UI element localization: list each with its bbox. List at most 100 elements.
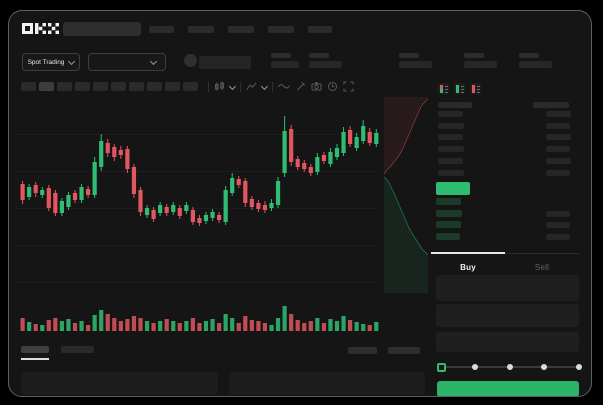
book-asks-icon[interactable]: [470, 83, 481, 94]
timeframe-button[interactable]: [147, 82, 162, 91]
order-input-field[interactable]: [436, 275, 579, 301]
bottom-info-panel: [21, 372, 218, 395]
order-input-field[interactable]: [436, 304, 579, 327]
bottom-action-bar[interactable]: [388, 347, 420, 354]
chevron-down-icon[interactable]: [228, 82, 237, 91]
chart-tools: [208, 81, 354, 92]
ask-row-amount[interactable]: [546, 157, 571, 164]
fullscreen-icon[interactable]: [343, 81, 354, 92]
book-bids-icon[interactable]: [454, 83, 465, 94]
active-tab-indicator: [431, 252, 505, 254]
ticker-stat-value: [309, 61, 342, 68]
nav-item[interactable]: [268, 26, 294, 33]
indicators-icon[interactable]: [246, 81, 257, 92]
slider-handle[interactable]: [436, 362, 446, 372]
timeframe-button[interactable]: [165, 82, 180, 91]
ticker-stat: [309, 53, 342, 68]
okx-logo-x: [48, 23, 59, 34]
timeframe-button[interactable]: [183, 82, 198, 91]
pair-selector[interactable]: [88, 53, 166, 71]
slider-stop[interactable]: [472, 364, 479, 370]
ask-row-price[interactable]: [438, 134, 463, 141]
ask-row-price[interactable]: [438, 111, 463, 117]
tab-buy-label: Buy: [460, 263, 476, 272]
bid-row-price[interactable]: [436, 233, 460, 241]
bid-row-price[interactable]: [436, 221, 461, 229]
history-icon[interactable]: [327, 81, 338, 92]
bid-row-amount[interactable]: [546, 222, 570, 229]
bottom-tab[interactable]: [61, 346, 94, 353]
ask-row-amount[interactable]: [546, 111, 571, 117]
timeframe-button[interactable]: [57, 82, 72, 91]
ticker-stat-label: [519, 53, 539, 58]
ask-row-amount[interactable]: [546, 146, 570, 153]
chevron-down-icon[interactable]: [260, 82, 269, 91]
ask-row-price[interactable]: [438, 122, 464, 129]
slider-stop[interactable]: [541, 364, 548, 370]
timeframe-button[interactable]: [129, 82, 144, 91]
ask-row-amount[interactable]: [546, 122, 570, 129]
ask-row-amount[interactable]: [546, 169, 570, 176]
nav-item[interactable]: [308, 26, 332, 33]
timeframe-button[interactable]: [111, 82, 126, 91]
bottom-tab[interactable]: [21, 346, 49, 353]
slider-stop[interactable]: [506, 364, 513, 370]
orderbook-col-header-amount: [533, 102, 569, 108]
slider-stop[interactable]: [575, 364, 582, 370]
bid-row-amount[interactable]: [546, 210, 570, 217]
orderbook-col-header-price: [438, 102, 472, 108]
timeframe-button[interactable]: [93, 82, 108, 91]
okx-logo-o: [22, 23, 33, 34]
bid-row-amount[interactable]: [546, 234, 570, 241]
bottom-info-panel: [229, 372, 425, 395]
divider: [208, 81, 209, 92]
ask-row-price[interactable]: [438, 157, 463, 164]
ticker-stat-label: [399, 53, 419, 58]
okx-logo-k: [35, 23, 46, 34]
nav-item[interactable]: [149, 26, 174, 33]
tab-sell[interactable]: Sell: [505, 257, 579, 275]
gridline: [15, 245, 379, 246]
gridline: [15, 208, 379, 209]
last-price-bar[interactable]: [436, 182, 470, 195]
ask-row-amount[interactable]: [546, 134, 571, 141]
book-both-icon[interactable]: [438, 83, 449, 94]
ticker-stat-value: [399, 61, 432, 68]
ticker-stat-label: [309, 53, 329, 58]
bid-row-price[interactable]: [436, 198, 461, 205]
bottom-active-tab-underline: [21, 358, 49, 360]
okx-logo: [22, 23, 59, 34]
chevron-down-icon: [149, 57, 158, 66]
candlestick-chart[interactable]: [13, 97, 383, 337]
tab-divider: [431, 253, 579, 254]
buy-submit-button[interactable]: [437, 381, 579, 396]
mode-selector[interactable]: Spot Trading: [22, 53, 80, 71]
chart-type-icon[interactable]: [214, 81, 225, 92]
bottom-action-bar[interactable]: [348, 347, 377, 354]
app-window: Spot Trading: [8, 10, 592, 397]
timeframe-button[interactable]: [39, 82, 54, 91]
search-input[interactable]: [63, 22, 141, 36]
bid-row-price[interactable]: [436, 209, 462, 217]
tab-buy[interactable]: Buy: [431, 257, 505, 275]
ticker-stat-label: [271, 53, 291, 58]
snapshot-icon[interactable]: [311, 81, 322, 92]
ticker-stat-value: [464, 61, 497, 68]
nav-item[interactable]: [188, 26, 214, 33]
ticker-stat-value: [271, 61, 299, 68]
ticker-stat-value: [519, 61, 552, 68]
chevron-down-icon: [68, 57, 76, 66]
order-input-field[interactable]: [436, 332, 579, 352]
ask-row-price[interactable]: [438, 169, 464, 176]
ticker-stat: [519, 53, 552, 68]
line-style-icon[interactable]: [278, 81, 290, 92]
draw-tool-icon[interactable]: [295, 81, 306, 92]
divider: [272, 81, 273, 92]
divider: [240, 81, 241, 92]
nav-item[interactable]: [228, 26, 254, 33]
tab-sell-label: Sell: [534, 263, 550, 272]
timeframe-button[interactable]: [75, 82, 90, 91]
ticker-stat: [464, 53, 497, 68]
ask-row-price[interactable]: [438, 146, 464, 153]
timeframe-button[interactable]: [21, 82, 36, 91]
